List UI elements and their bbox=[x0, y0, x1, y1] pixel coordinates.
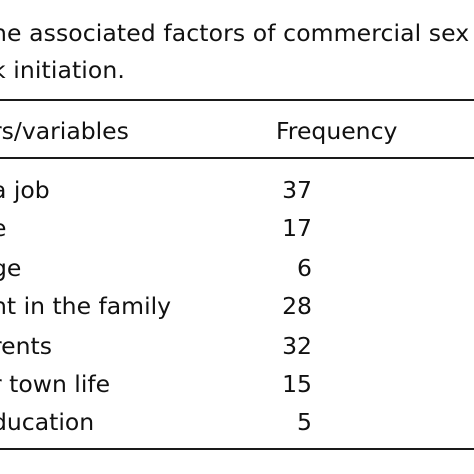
table-bottom-rule bbox=[0, 448, 474, 450]
caption-line-2: k initiation. bbox=[0, 56, 125, 84]
header-frequency: Frequency bbox=[276, 117, 398, 145]
caption-line-1: he associated factors of commercial sex bbox=[0, 19, 470, 47]
row-frequency: 32 bbox=[282, 332, 312, 360]
row-frequency: 37 bbox=[282, 176, 312, 204]
row-frequency: 28 bbox=[282, 292, 312, 320]
row-factor: e bbox=[0, 214, 6, 242]
table-header-rule bbox=[0, 157, 474, 159]
row-factor: r town life bbox=[0, 370, 111, 398]
row-frequency: 17 bbox=[282, 214, 312, 242]
row-factor: ducation bbox=[0, 408, 95, 436]
row-frequency: 15 bbox=[282, 370, 312, 398]
row-frequency: 5 bbox=[297, 408, 312, 436]
row-factor: a job bbox=[0, 176, 50, 204]
table-top-rule bbox=[0, 99, 474, 101]
row-frequency: 6 bbox=[297, 254, 312, 282]
row-factor: rents bbox=[0, 332, 52, 360]
row-factor: ge bbox=[0, 254, 22, 282]
row-factor: nt in the family bbox=[0, 292, 172, 320]
header-factors-variables: rs/variables bbox=[0, 117, 129, 145]
